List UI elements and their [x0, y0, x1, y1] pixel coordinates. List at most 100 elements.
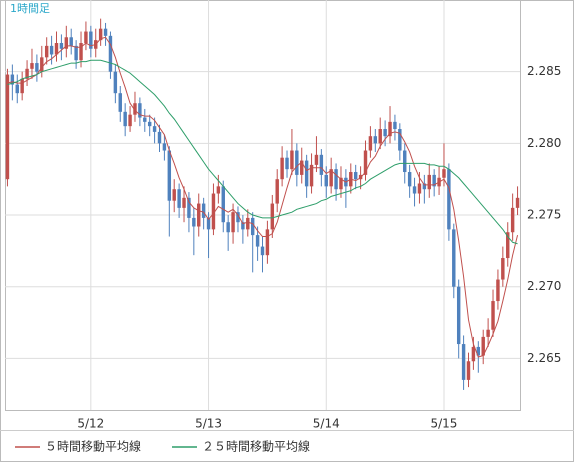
candle-body [162, 143, 167, 151]
candle-body [270, 203, 275, 230]
candle-body [295, 150, 299, 175]
candle-body [275, 179, 279, 204]
candle-body [388, 121, 392, 137]
candle-body [260, 246, 265, 256]
candle-body [403, 150, 407, 173]
candle-body [157, 131, 162, 144]
candle-body [334, 169, 338, 190]
candle-body [221, 186, 225, 223]
candle-body [44, 45, 49, 58]
candle-body [167, 150, 172, 201]
candle-body [103, 28, 108, 36]
candle-body [353, 172, 358, 180]
candle-body [432, 174, 436, 187]
candle-body [118, 93, 122, 112]
candle-body [138, 103, 142, 118]
x-tick-label: 5/12 [77, 417, 104, 431]
candle-body [285, 157, 289, 170]
candle-body [250, 217, 255, 236]
candle-body [501, 258, 505, 280]
legend-label: ２５時間移動平均線 [202, 439, 310, 454]
candle-body [79, 43, 83, 61]
grid [5, 0, 520, 410]
candle-body [280, 157, 284, 180]
candle-body [427, 174, 431, 190]
candle-body [5, 74, 10, 180]
y-tick-label: 2.285 [527, 64, 561, 78]
candle-body [471, 346, 476, 362]
candle-body [152, 126, 157, 132]
candle-body [290, 150, 294, 170]
candle-body [422, 183, 427, 190]
candle-body [398, 129, 402, 151]
candle-body [231, 212, 235, 233]
candle-body [461, 344, 466, 380]
y-tick-label: 2.265 [527, 351, 561, 365]
candle-body [113, 71, 118, 94]
candle-body [206, 217, 211, 230]
candle-body [74, 45, 78, 61]
candle-body [35, 63, 39, 72]
candle-body [510, 207, 515, 233]
candle-body [187, 197, 191, 218]
candle-body [506, 232, 510, 259]
candle-body [329, 169, 333, 187]
candle-body [89, 31, 93, 49]
candle-body [319, 154, 324, 175]
candle-body [486, 329, 490, 337]
candle-body [476, 346, 481, 356]
candle-body [241, 222, 245, 230]
candle-body [192, 217, 196, 227]
candle-body [466, 361, 471, 380]
candle-body [49, 45, 54, 55]
marks [5, 18, 520, 390]
candle-body [442, 169, 446, 178]
candle-body [339, 177, 343, 190]
candle-body [197, 203, 201, 227]
candle-body [40, 57, 44, 72]
candle-body [143, 117, 147, 122]
moving-average-line [7, 59, 518, 245]
moving-average-line [7, 36, 519, 358]
candle-body [128, 114, 132, 127]
candle-body [373, 136, 378, 144]
candle-body [54, 43, 59, 55]
candle-body [383, 129, 387, 137]
candle-body [265, 229, 270, 256]
candle-body [309, 164, 314, 187]
candle-body [10, 74, 15, 85]
candle-body [123, 111, 127, 127]
candle-body [481, 336, 485, 356]
candle-body [417, 183, 422, 194]
x-tick-label: 5/13 [195, 417, 222, 431]
plot-area [5, 0, 521, 411]
candle-body [30, 63, 34, 69]
y-tick-label: 2.270 [527, 279, 561, 293]
candle-body [300, 160, 304, 175]
candle-body [25, 68, 29, 79]
candle-body [412, 186, 417, 194]
y-tick-label: 2.275 [527, 208, 561, 222]
candle-body [177, 189, 181, 208]
candle-body [314, 154, 319, 165]
candle-body [108, 35, 113, 72]
candle-body [393, 121, 397, 130]
candle-body [304, 160, 309, 187]
candle-body [15, 84, 19, 94]
candle-body [216, 186, 221, 194]
candle-body [211, 193, 216, 230]
candle-body [133, 103, 137, 115]
candle-body [324, 174, 328, 187]
candle-body [491, 301, 495, 330]
candle-body [255, 235, 260, 247]
candle-body [69, 37, 73, 46]
candle-body [246, 217, 250, 230]
candle-body [378, 129, 382, 144]
candle-body [84, 31, 88, 44]
candle-body [20, 78, 24, 94]
x-tick-label: 5/14 [313, 417, 340, 431]
candle-body [236, 212, 240, 223]
candle-body [452, 229, 456, 287]
candle-body [98, 28, 103, 41]
